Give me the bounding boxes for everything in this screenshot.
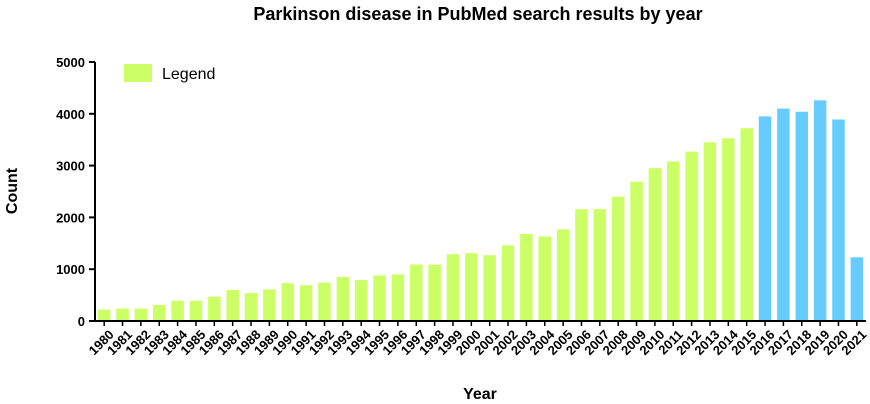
bar-2011 [667, 161, 680, 321]
legend-label: Legend [162, 66, 215, 83]
x-axis: 1980198119821983198419851986198719881989… [86, 320, 869, 358]
chart-title: Parkinson disease in PubMed search resul… [253, 4, 702, 24]
y-axis-title: Count [4, 167, 21, 214]
bar-1992 [318, 282, 331, 321]
bar-1995 [373, 275, 386, 321]
bar-1981 [116, 308, 129, 321]
bar-2019 [813, 100, 827, 321]
bar-2012 [685, 151, 698, 321]
bar-1988 [244, 293, 258, 321]
bar-2010 [648, 168, 662, 321]
y-tick-label: 4000 [56, 107, 85, 122]
bar-1989 [263, 289, 276, 321]
legend-swatch [124, 64, 152, 82]
bar-2009 [630, 181, 643, 321]
y-tick-label: 1000 [56, 262, 85, 277]
y-tick-label: 2000 [56, 210, 85, 225]
y-tick-label: 5000 [56, 55, 85, 70]
bar-2003 [520, 233, 533, 321]
bar-1996 [391, 274, 405, 321]
bar-2015 [740, 128, 753, 321]
bar-2007 [593, 209, 607, 321]
legend: Legend [124, 64, 215, 83]
bar-2006 [575, 209, 588, 321]
bar-2005 [556, 229, 570, 321]
bar-2018 [795, 111, 808, 321]
bar-1986 [208, 296, 221, 321]
bar-1984 [171, 300, 184, 321]
bar-1997 [410, 264, 423, 321]
bar-1993 [336, 276, 350, 321]
bar-1983 [153, 304, 166, 321]
x-axis-title: Year [463, 386, 497, 403]
bar-2021 [850, 257, 864, 321]
bar-2020 [832, 119, 845, 321]
bar-1991 [299, 285, 313, 321]
bars [97, 100, 864, 322]
bar-1985 [189, 300, 203, 321]
bar-1987 [226, 289, 239, 321]
bar-1980 [97, 309, 111, 321]
y-axis: 0 1000 2000 3000 4000 5000 [56, 55, 96, 329]
bar-2004 [538, 236, 551, 321]
bar-1982 [134, 308, 148, 321]
bar-2001 [483, 255, 496, 321]
bar-2016 [758, 116, 772, 321]
bar-1990 [281, 283, 294, 321]
bar-2017 [777, 108, 790, 322]
y-tick-label: 3000 [56, 159, 85, 174]
bar-2008 [611, 196, 625, 321]
bar-1994 [354, 280, 368, 321]
bar-2002 [501, 245, 515, 321]
bar-2000 [465, 253, 478, 321]
bar-2014 [722, 138, 735, 321]
bar-1998 [428, 264, 441, 321]
y-tick-label: 0 [78, 314, 85, 329]
bar-1999 [446, 254, 460, 321]
bar-2013 [703, 142, 717, 321]
